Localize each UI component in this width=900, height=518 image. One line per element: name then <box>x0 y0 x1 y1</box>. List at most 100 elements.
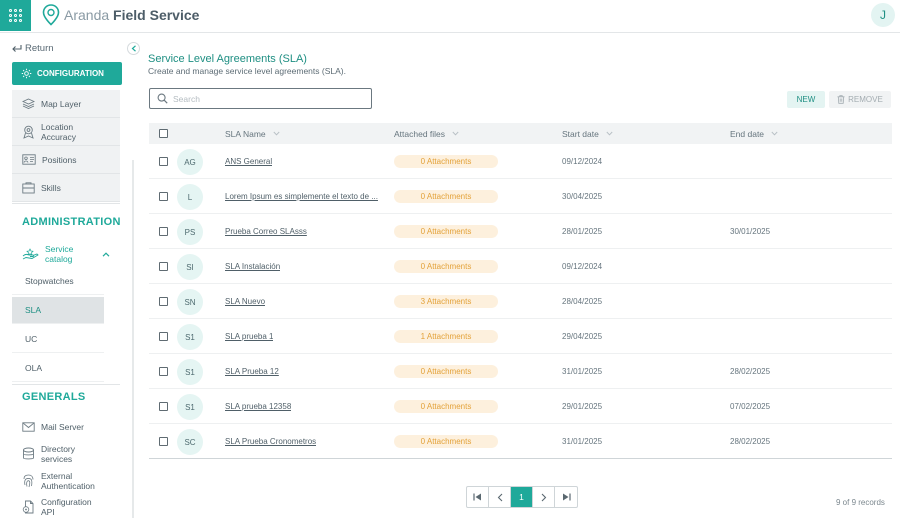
row-avatar: S1 <box>177 324 203 350</box>
row-checkbox[interactable] <box>159 437 168 446</box>
directory-icon <box>23 447 34 460</box>
collapse-sidebar-button[interactable] <box>127 42 140 55</box>
sla-name-link[interactable]: SLA Instalación <box>225 262 281 271</box>
remove-label: REMOVE <box>848 95 883 104</box>
pagination: 1 <box>466 486 578 508</box>
previous-page-button[interactable] <box>489 487 511 507</box>
sla-name-link[interactable]: SLA prueba 1 <box>225 332 274 341</box>
start-date: 09/12/2024 <box>562 262 603 271</box>
sidebar-item-directory-services[interactable]: Directory services <box>22 444 85 464</box>
fingerprint-icon <box>23 474 34 488</box>
configuration-submenu: Map Layer Location Accuracy Positions <box>12 90 120 202</box>
app-launcher-button[interactable] <box>0 0 31 31</box>
attachments-badge[interactable]: 1 Attachments <box>394 330 498 343</box>
row-checkbox[interactable] <box>159 192 168 201</box>
brand-bold: Field Service <box>113 7 200 23</box>
sla-name-link[interactable]: SLA Nuevo <box>225 297 266 306</box>
sidebar-item-label: Skills <box>41 182 61 193</box>
remove-button[interactable]: REMOVE <box>829 91 891 108</box>
sla-name-link[interactable]: SLA Prueba 12 <box>225 367 279 376</box>
sla-name-link[interactable]: Prueba Correo SLAsss <box>225 227 307 236</box>
table-row[interactable]: S1 SLA Prueba 12 0 Attachments 31/01/202… <box>149 354 892 389</box>
row-avatar: SN <box>177 289 203 315</box>
attachments-badge[interactable]: 0 Attachments <box>394 225 498 238</box>
sidebar-item-uc[interactable]: UC <box>12 326 104 353</box>
sidebar-item-sla[interactable]: SLA <box>12 297 104 324</box>
table-row[interactable]: SN SLA Nuevo 3 Attachments 28/04/2025 <box>149 284 892 319</box>
page-title: Service Level Agreements (SLA) <box>148 53 307 65</box>
attachments-badge[interactable]: 0 Attachments <box>394 365 498 378</box>
start-date: 31/01/2025 <box>562 437 603 446</box>
attachments-badge[interactable]: 0 Attachments <box>394 260 498 273</box>
sla-name-link[interactable]: Lorem Ipsum es simplemente el texto de .… <box>225 192 378 201</box>
sidebar-item-label: Map Layer <box>41 98 82 109</box>
brand-light: Aranda <box>64 7 110 23</box>
next-page-button[interactable] <box>533 487 555 507</box>
sidebar-item-location-accuracy[interactable]: Location Accuracy <box>12 118 120 146</box>
sidebar-item-configuration-api[interactable]: Configuration API <box>22 497 101 517</box>
divider <box>12 384 120 385</box>
table-row[interactable]: S1 SLA prueba 12358 0 Attachments 29/01/… <box>149 389 892 424</box>
positions-icon <box>22 154 36 165</box>
row-avatar: SC <box>177 429 203 455</box>
top-bar: Aranda Field Service J <box>0 0 900 33</box>
sidebar-item-mail-server[interactable]: Mail Server <box>22 422 84 432</box>
return-link[interactable]: Return <box>11 43 54 54</box>
table-row[interactable]: L Lorem Ipsum es simplemente el texto de… <box>149 179 892 214</box>
table-row[interactable]: S1 SLA prueba 1 1 Attachments 29/04/2025 <box>149 319 892 354</box>
start-date: 29/01/2025 <box>562 402 603 411</box>
search-input[interactable] <box>173 93 353 104</box>
new-button[interactable]: NEW <box>787 91 825 108</box>
row-checkbox[interactable] <box>159 262 168 271</box>
column-header-start-date[interactable]: Start date <box>562 123 613 144</box>
table-row[interactable]: SI SLA Instalación 0 Attachments 09/12/2… <box>149 249 892 284</box>
sla-name-link[interactable]: SLA prueba 12358 <box>225 402 292 411</box>
api-icon <box>22 500 34 514</box>
sidebar-item-label: Configuration API <box>41 497 92 517</box>
attachments-badge[interactable]: 0 Attachments <box>394 400 498 413</box>
sidebar-item-positions[interactable]: Positions <box>12 146 120 174</box>
column-header-attached-files[interactable]: Attached files <box>394 123 459 144</box>
column-label: Attached files <box>394 128 446 139</box>
divider <box>12 203 120 204</box>
trash-icon <box>837 95 845 104</box>
row-checkbox[interactable] <box>159 402 168 411</box>
sla-name-link[interactable]: ANS General <box>225 157 273 166</box>
sidebar-item-external-authentication[interactable]: External Authentication <box>22 471 101 491</box>
attachments-badge[interactable]: 0 Attachments <box>394 190 498 203</box>
sort-chevron-icon <box>273 131 280 136</box>
page-number-button[interactable]: 1 <box>511 487 533 507</box>
column-header-sla-name[interactable]: SLA Name <box>225 123 280 144</box>
table-row[interactable]: PS Prueba Correo SLAsss 0 Attachments 28… <box>149 214 892 249</box>
row-checkbox[interactable] <box>159 367 168 376</box>
sidebar-item-stopwatches[interactable]: Stopwatches <box>12 268 104 295</box>
sidebar-item-map-layer[interactable]: Map Layer <box>12 90 120 118</box>
sidebar-item-skills[interactable]: Skills <box>12 174 120 202</box>
sidebar-scrollbar[interactable] <box>132 160 134 518</box>
last-page-button[interactable] <box>555 487 577 507</box>
sidebar-item-ola[interactable]: OLA <box>12 355 104 382</box>
sla-name-link[interactable]: SLA Prueba Cronometros <box>225 437 317 446</box>
user-avatar[interactable]: J <box>871 3 895 27</box>
column-label: Start date <box>562 128 599 139</box>
row-checkbox[interactable] <box>159 297 168 306</box>
sidebar-item-label: Directory services <box>41 444 76 464</box>
attachments-badge[interactable]: 0 Attachments <box>394 155 498 168</box>
service-catalog-toggle[interactable]: Service catalog <box>22 244 120 264</box>
configuration-button[interactable]: CONFIGURATION <box>12 62 122 85</box>
column-header-end-date[interactable]: End date <box>730 123 778 144</box>
row-checkbox[interactable] <box>159 157 168 166</box>
table-row[interactable]: AG ANS General 0 Attachments 09/12/2024 <box>149 144 892 179</box>
chevron-left-icon <box>497 493 502 501</box>
row-checkbox[interactable] <box>159 332 168 341</box>
app-title: Aranda Field Service <box>64 7 199 23</box>
search-box <box>149 88 372 109</box>
row-checkbox[interactable] <box>159 227 168 236</box>
attachments-badge[interactable]: 0 Attachments <box>394 435 498 448</box>
sort-chevron-icon <box>606 131 613 136</box>
select-all-checkbox[interactable] <box>159 129 168 138</box>
first-page-button[interactable] <box>467 487 489 507</box>
logo-icon <box>42 4 60 26</box>
table-row[interactable]: SC SLA Prueba Cronometros 0 Attachments … <box>149 424 892 459</box>
attachments-badge[interactable]: 3 Attachments <box>394 295 498 308</box>
